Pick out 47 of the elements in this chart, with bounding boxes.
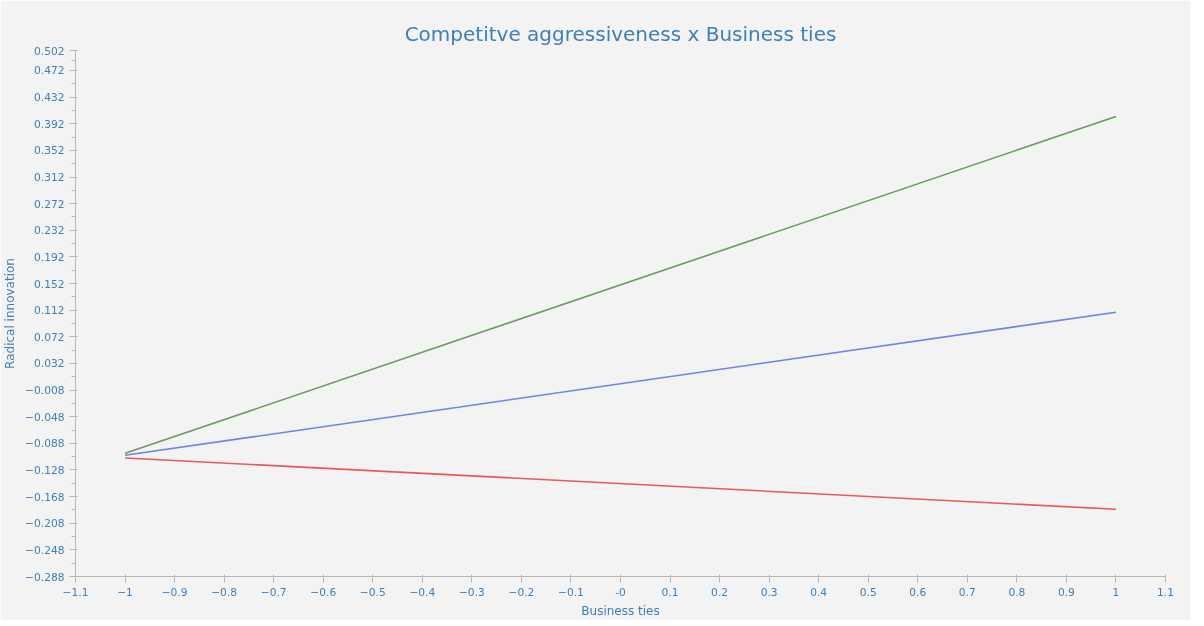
x-tick-label: 0.4 [810,585,828,599]
x-tick-label: 1 [1112,585,1120,599]
x-tick-label: −0.4 [409,585,436,599]
y-tick-label: 0.432 [33,91,65,105]
y-tick-label: −0.008 [25,384,65,398]
y-tick-label: 0.232 [33,224,65,238]
x-tick-label: −0.3 [458,585,485,599]
x-tick-label: 0.7 [958,585,976,599]
x-tick-label: 0.3 [760,585,778,599]
x-tick-label: 0.8 [1008,585,1026,599]
y-tick-label: 0.392 [33,117,65,131]
x-tick-label: 0.6 [909,585,927,599]
x-tick-label: −1.1 [62,585,89,599]
x-tick-label: −0.8 [211,585,238,599]
y-tick-label: 0.272 [33,197,65,211]
chart-title: Competitve aggressiveness x Business ties [404,21,837,46]
x-tick-label: 0.9 [1057,585,1076,599]
x-tick-label: −0.6 [310,585,337,599]
y-tick-label: −0.048 [25,410,65,424]
y-axis-title: Radical innovation [3,258,18,369]
x-axis-title: Business ties [581,603,660,618]
x-tick-label: −0.7 [260,585,287,599]
x-tick-label: 0.1 [661,585,679,599]
y-tick-label: −0.288 [25,570,65,584]
x-tick-label: 0.5 [859,585,877,599]
x-tick-label: −0.9 [161,585,188,599]
x-tick-label: 1.1 [1157,585,1174,599]
y-tick-label: −0.248 [25,543,65,557]
y-tick-label: 0.472 [33,64,65,78]
y-tick-label: 0.352 [33,144,65,158]
x-tick-label: −0.1 [558,585,584,599]
y-tick-label: 0.152 [33,277,65,291]
y-tick-label: 0.072 [33,330,65,344]
y-tick-label: −0.128 [25,463,65,477]
y-tick-label: −0.208 [25,517,65,531]
x-tick-label: 0.2 [711,585,729,599]
x-tick-label: −1 [117,585,133,599]
y-tick-label: −0.088 [25,437,65,451]
x-tick-label: -0 [615,585,627,599]
y-tick-label: 0.312 [33,171,65,185]
y-tick-label: 0.192 [33,250,65,264]
x-tick-label: −0.2 [508,585,535,599]
y-tick-label: −0.168 [25,490,65,504]
y-tick-label: 0.032 [33,357,65,371]
y-tick-label: 0.112 [33,304,65,318]
x-tick-label: −0.5 [359,585,386,599]
y-tick-label: 0.502 [33,44,65,58]
